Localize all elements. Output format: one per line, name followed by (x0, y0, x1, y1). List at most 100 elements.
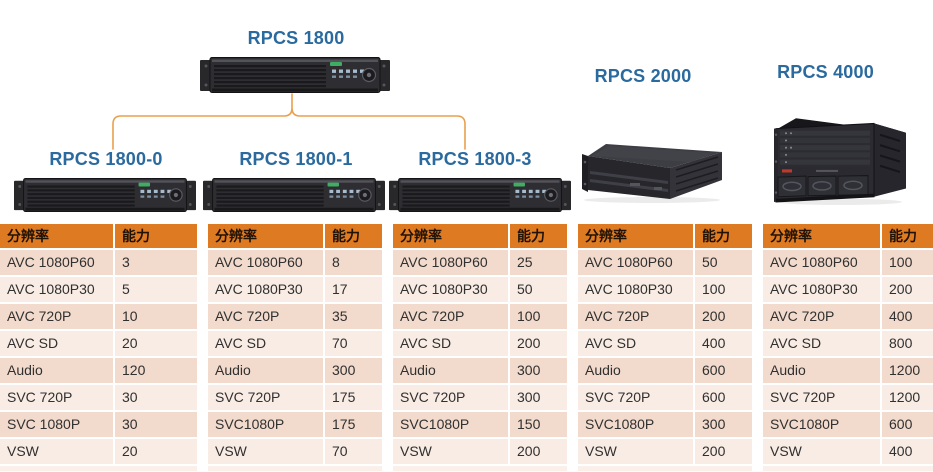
device-title-rpcs-1800-3: RPCS 1800-3 (418, 149, 532, 169)
resolution-cell: AVC SD (763, 331, 882, 358)
table-row: SVC1080P 600 (763, 412, 933, 439)
resolution-cell: SVC 1080P (0, 412, 115, 439)
table-row: AVC 720P 100 (393, 304, 567, 331)
capability-cell: 70 (325, 439, 382, 466)
table-body: AVC 1080P60 50 AVC 1080P30 100 AVC 720P … (578, 250, 752, 466)
capability-cell: 20 (115, 331, 197, 358)
table-row: AVC SD 20 (0, 331, 197, 358)
resolution-cell: AVC 1080P30 (208, 277, 325, 304)
resolution-cell: SVC 720P (763, 385, 882, 412)
table-row: AVC 1080P30 5 (0, 277, 197, 304)
capability-cell: 400 (882, 439, 933, 466)
column-header-resolution: 分辨率 (393, 224, 510, 250)
table-row: AVC 1080P60 8 (208, 250, 382, 277)
capability-cell: 20 (115, 439, 197, 466)
table-row: AVC 1080P30 200 (763, 277, 933, 304)
table-row: AVC 1080P60 3 (0, 250, 197, 277)
table-row: SVC 720P 300 (393, 385, 567, 412)
server-image-rpcs-1800-3 (389, 177, 571, 213)
table-body: AVC 1080P60 100 AVC 1080P30 200 AVC 720P… (763, 250, 933, 466)
resolution-cell: AVC SD (393, 331, 510, 358)
resolution-cell: AVC 720P (393, 304, 510, 331)
table-row: Audio 600 (578, 358, 752, 385)
capability-cell: 5 (115, 277, 197, 304)
resolution-cell: AVC 720P (578, 304, 695, 331)
capability-cell: 800 (882, 331, 933, 358)
capability-cell: 3 (115, 250, 197, 277)
resolution-cell: Audio (208, 358, 325, 385)
server-image-rpcs-4000 (766, 110, 908, 205)
resolution-cell: SVC1080P (578, 412, 695, 439)
column-header-resolution: 分辨率 (578, 224, 695, 250)
resolution-cell: VSW (763, 439, 882, 466)
table-body: AVC 1080P60 8 AVC 1080P30 17 AVC 720P 35… (208, 250, 382, 466)
capability-cell: 400 (695, 331, 752, 358)
capability-cell: 120 (115, 358, 197, 385)
table-bottom-strip (0, 466, 197, 471)
server-image-rpcs-1800 (200, 56, 390, 94)
resolution-cell: VSW (0, 439, 115, 466)
table-row: SVC 720P 175 (208, 385, 382, 412)
device-title-rpcs-1800-1: RPCS 1800-1 (239, 149, 353, 169)
resolution-cell: SVC1080P (208, 412, 325, 439)
capability-cell: 30 (115, 385, 197, 412)
table-row: VSW 20 (0, 439, 197, 466)
capability-cell: 100 (882, 250, 933, 277)
server-image-rpcs-1800-1 (203, 177, 385, 213)
capability-cell: 50 (695, 250, 752, 277)
table-bottom-strip (393, 466, 567, 471)
table-row: SVC1080P 175 (208, 412, 382, 439)
resolution-cell: SVC1080P (763, 412, 882, 439)
column-header-resolution: 分辨率 (763, 224, 882, 250)
table-row: SVC 720P 600 (578, 385, 752, 412)
capability-cell: 175 (325, 385, 382, 412)
table-row: AVC 720P 200 (578, 304, 752, 331)
resolution-cell: AVC 1080P60 (208, 250, 325, 277)
spec-table-rpcs-1800-1: 分辨率 能力 AVC 1080P60 8 AVC 1080P30 17 AVC … (208, 224, 382, 471)
capability-cell: 300 (510, 358, 567, 385)
table-row: VSW 200 (393, 439, 567, 466)
resolution-cell: AVC 1080P30 (763, 277, 882, 304)
resolution-cell: VSW (393, 439, 510, 466)
resolution-cell: AVC 720P (208, 304, 325, 331)
table-row: AVC 720P 10 (0, 304, 197, 331)
spec-table-rpcs-1800-3: 分辨率 能力 AVC 1080P60 25 AVC 1080P30 50 AVC… (393, 224, 567, 471)
resolution-cell: AVC 1080P60 (763, 250, 882, 277)
capability-cell: 600 (695, 385, 752, 412)
spec-table-rpcs-4000: 分辨率 能力 AVC 1080P60 100 AVC 1080P30 200 A… (763, 224, 933, 471)
capability-cell: 300 (695, 412, 752, 439)
column-header-capability: 能力 (325, 224, 382, 250)
table-row: SVC 720P 1200 (763, 385, 933, 412)
capability-cell: 17 (325, 277, 382, 304)
column-header-resolution: 分辨率 (208, 224, 325, 250)
resolution-cell: AVC 1080P60 (393, 250, 510, 277)
resolution-cell: SVC 720P (0, 385, 115, 412)
table-body: AVC 1080P60 25 AVC 1080P30 50 AVC 720P 1… (393, 250, 567, 466)
table-row: Audio 300 (393, 358, 567, 385)
table-bottom-strip (578, 466, 752, 471)
capability-cell: 100 (695, 277, 752, 304)
capability-cell: 50 (510, 277, 567, 304)
table-row: AVC SD 200 (393, 331, 567, 358)
resolution-cell: AVC SD (578, 331, 695, 358)
capability-cell: 35 (325, 304, 382, 331)
table-body: AVC 1080P60 3 AVC 1080P30 5 AVC 720P 10 … (0, 250, 197, 466)
resolution-cell: AVC 1080P60 (578, 250, 695, 277)
capability-cell: 25 (510, 250, 567, 277)
table-row: Audio 120 (0, 358, 197, 385)
capability-cell: 150 (510, 412, 567, 439)
resolution-cell: Audio (393, 358, 510, 385)
table-row: Audio 300 (208, 358, 382, 385)
resolution-cell: AVC 1080P30 (578, 277, 695, 304)
server-image-rpcs-1800-0 (14, 177, 196, 213)
resolution-cell: Audio (578, 358, 695, 385)
table-row: AVC SD 70 (208, 331, 382, 358)
capability-cell: 30 (115, 412, 197, 439)
resolution-cell: VSW (208, 439, 325, 466)
capability-cell: 200 (882, 277, 933, 304)
resolution-cell: AVC 1080P30 (0, 277, 115, 304)
capability-cell: 300 (510, 385, 567, 412)
capability-cell: 175 (325, 412, 382, 439)
capability-cell: 600 (882, 412, 933, 439)
resolution-cell: AVC SD (208, 331, 325, 358)
